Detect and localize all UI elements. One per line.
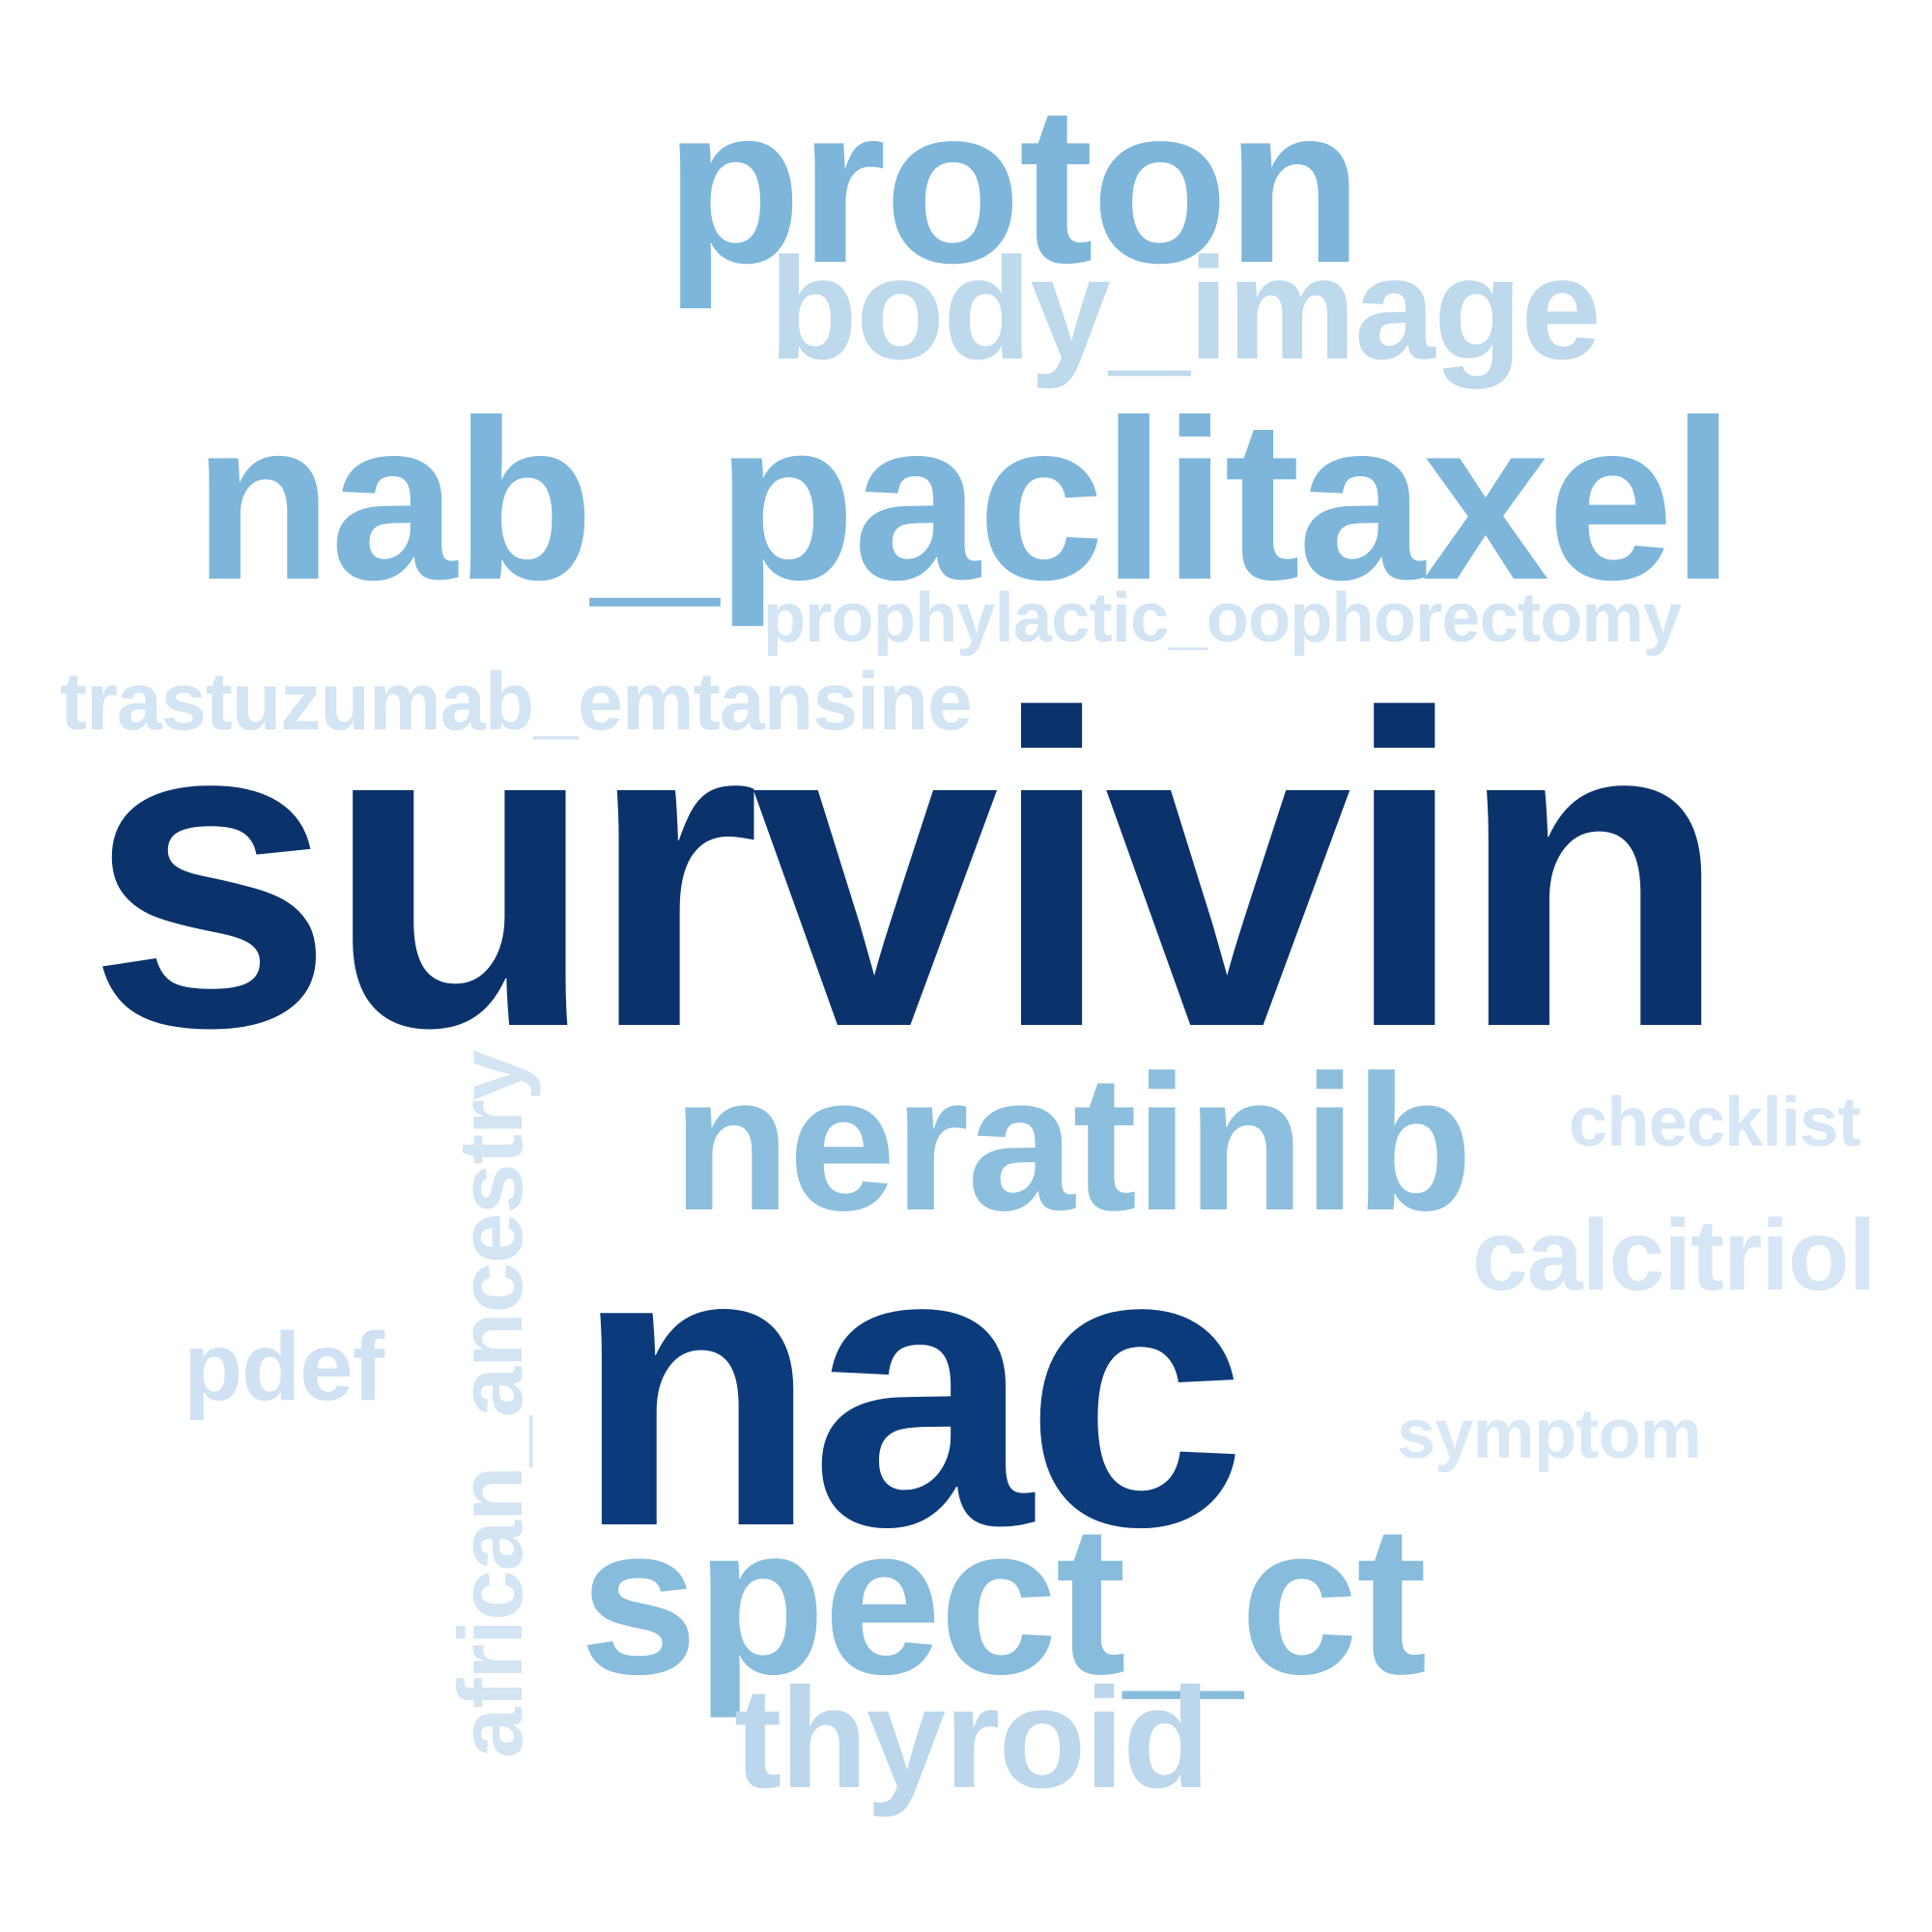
word-calcitriol: calcitriol — [1472, 1200, 1876, 1312]
word-african-ancestry: african_ancestry — [440, 1050, 542, 1759]
word-body-image: body_image — [769, 227, 1602, 389]
word-survivin: survivin — [87, 624, 1729, 1120]
word-pdef: pdef — [184, 1313, 384, 1421]
word-spect-ct: spect_ct — [580, 1481, 1427, 1719]
word-checklist: checklist — [1569, 1084, 1861, 1161]
word-nac: nac — [574, 1162, 1247, 1609]
word-trastuzumab-emtansine: trastuzumab_emtansine — [60, 656, 973, 747]
word-nab-paclitaxel: nab_paclitaxel — [193, 373, 1735, 628]
word-proton: proton — [665, 60, 1363, 310]
word-thyroid: thyroid — [734, 1659, 1210, 1818]
word-prophylactic-oophorectomy: prophylactic_oophorectomy — [763, 580, 1682, 657]
word-neratinib: neratinib — [672, 1036, 1473, 1251]
word-symptom: symptom — [1397, 1396, 1702, 1473]
